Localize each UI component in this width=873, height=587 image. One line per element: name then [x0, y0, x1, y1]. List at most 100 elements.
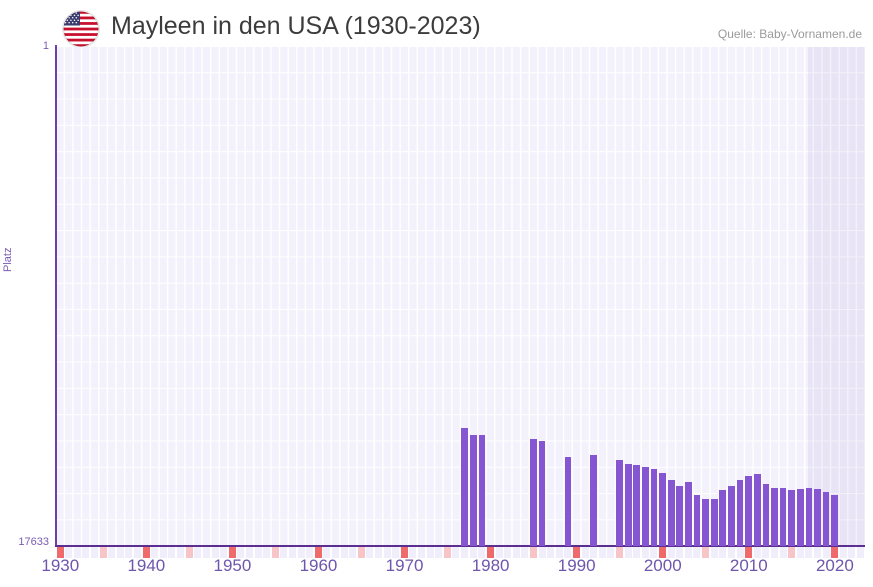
bar: [685, 482, 692, 546]
bar: [762, 484, 770, 546]
x-tick-minor: [856, 547, 864, 558]
x-tick-minor: [211, 547, 219, 558]
x-tick-mid: [271, 547, 279, 558]
x-tick-minor: [288, 547, 296, 558]
x-tick-minor: [306, 547, 314, 558]
x-tick-minor: [684, 547, 692, 558]
x-tick-minor: [753, 547, 761, 558]
x-tick-minor: [91, 547, 99, 558]
x-tick-minor: [125, 547, 133, 558]
x-tick-minor: [633, 547, 641, 558]
x-tick-mid: [702, 547, 710, 558]
x-tick-mid: [443, 547, 451, 558]
x-tick-minor: [779, 547, 787, 558]
bar: [564, 457, 572, 546]
x-tick-minor: [538, 547, 546, 558]
bar: [710, 499, 718, 546]
bar: [805, 488, 813, 546]
bar: [624, 464, 632, 546]
x-tick-minor: [469, 547, 477, 558]
bar: [693, 495, 701, 546]
x-tick-minor: [624, 547, 632, 558]
bar: [642, 467, 649, 546]
x-tick-mid: [616, 547, 623, 558]
x-tick-minor: [461, 547, 469, 558]
x-tick-minor: [65, 547, 73, 558]
x-tick-minor: [495, 547, 503, 558]
bar: [788, 490, 796, 546]
x-tick-minor: [693, 547, 701, 558]
y-axis-title: Platz: [2, 247, 14, 272]
bar: [779, 488, 787, 546]
x-tick-minor: [323, 547, 331, 558]
x-tick-minor: [504, 547, 512, 558]
x-tick-major: [572, 547, 580, 558]
x-tick-minor: [598, 547, 606, 558]
x-tick-minor: [159, 547, 167, 558]
x-tick-major: [56, 547, 64, 558]
x-tick-minor: [719, 547, 727, 558]
bar: [478, 435, 486, 546]
x-tick-major: [831, 547, 839, 558]
x-tick-minor: [641, 547, 649, 558]
x-tick-minor: [220, 547, 228, 558]
x-axis-tick-label: 1980: [471, 556, 510, 575]
x-axis-tick-label: 1940: [127, 556, 166, 575]
source-attribution: Quelle: Baby-Vornamen.de: [717, 27, 862, 41]
bar-series: [56, 47, 865, 546]
x-tick-minor: [245, 547, 253, 558]
x-tick-minor: [478, 547, 486, 558]
x-axis-tick-strip: [56, 547, 865, 558]
x-tick-minor: [822, 547, 830, 558]
bar: [633, 465, 641, 546]
bar: [831, 495, 839, 546]
x-tick-minor: [590, 547, 598, 558]
x-tick-minor: [736, 547, 744, 558]
x-axis-tick-label: 1960: [299, 556, 338, 575]
gridlines: [56, 47, 865, 546]
x-tick-minor: [770, 547, 778, 558]
x-tick-minor: [762, 547, 770, 558]
bar: [469, 435, 477, 546]
us-flag-icon: [63, 11, 99, 47]
x-tick-minor: [254, 547, 262, 558]
x-axis-tick-label: 2000: [643, 556, 682, 575]
x-axis-tick-label: 2020: [815, 556, 854, 575]
bar: [616, 460, 623, 546]
x-tick-minor: [839, 547, 847, 558]
x-tick-mid: [99, 547, 107, 558]
bar: [796, 489, 804, 546]
bar: [530, 439, 537, 546]
x-tick-mid: [788, 547, 796, 558]
x-tick-minor: [581, 547, 589, 558]
x-tick-minor: [409, 547, 417, 558]
x-tick-minor: [280, 547, 288, 558]
bar: [771, 488, 778, 546]
x-tick-minor: [607, 547, 615, 558]
page-title: Mayleen in den USA (1930-2023): [111, 12, 481, 40]
x-tick-minor: [194, 547, 202, 558]
bar: [538, 441, 546, 546]
x-tick-minor: [418, 547, 426, 558]
x-tick-minor: [73, 547, 81, 558]
plot-area: [56, 47, 865, 546]
x-tick-minor: [805, 547, 813, 558]
x-tick-minor: [263, 547, 271, 558]
bar: [702, 499, 709, 546]
x-tick-minor: [375, 547, 383, 558]
x-axis-tick-label: 1930: [41, 556, 80, 575]
x-tick-minor: [848, 547, 856, 558]
x-axis-tick-label: 2010: [729, 556, 768, 575]
x-tick-minor: [452, 547, 460, 558]
bar: [659, 473, 666, 546]
y-axis-min-label: 17633: [18, 536, 49, 548]
y-axis-max-label: 1: [42, 40, 49, 52]
x-tick-minor: [512, 547, 520, 558]
x-tick-minor: [383, 547, 391, 558]
x-tick-minor: [108, 547, 116, 558]
x-tick-minor: [177, 547, 185, 558]
x-axis-tick-label: 1990: [557, 556, 596, 575]
x-tick-minor: [168, 547, 176, 558]
x-tick-major: [400, 547, 408, 558]
bar: [667, 480, 675, 546]
